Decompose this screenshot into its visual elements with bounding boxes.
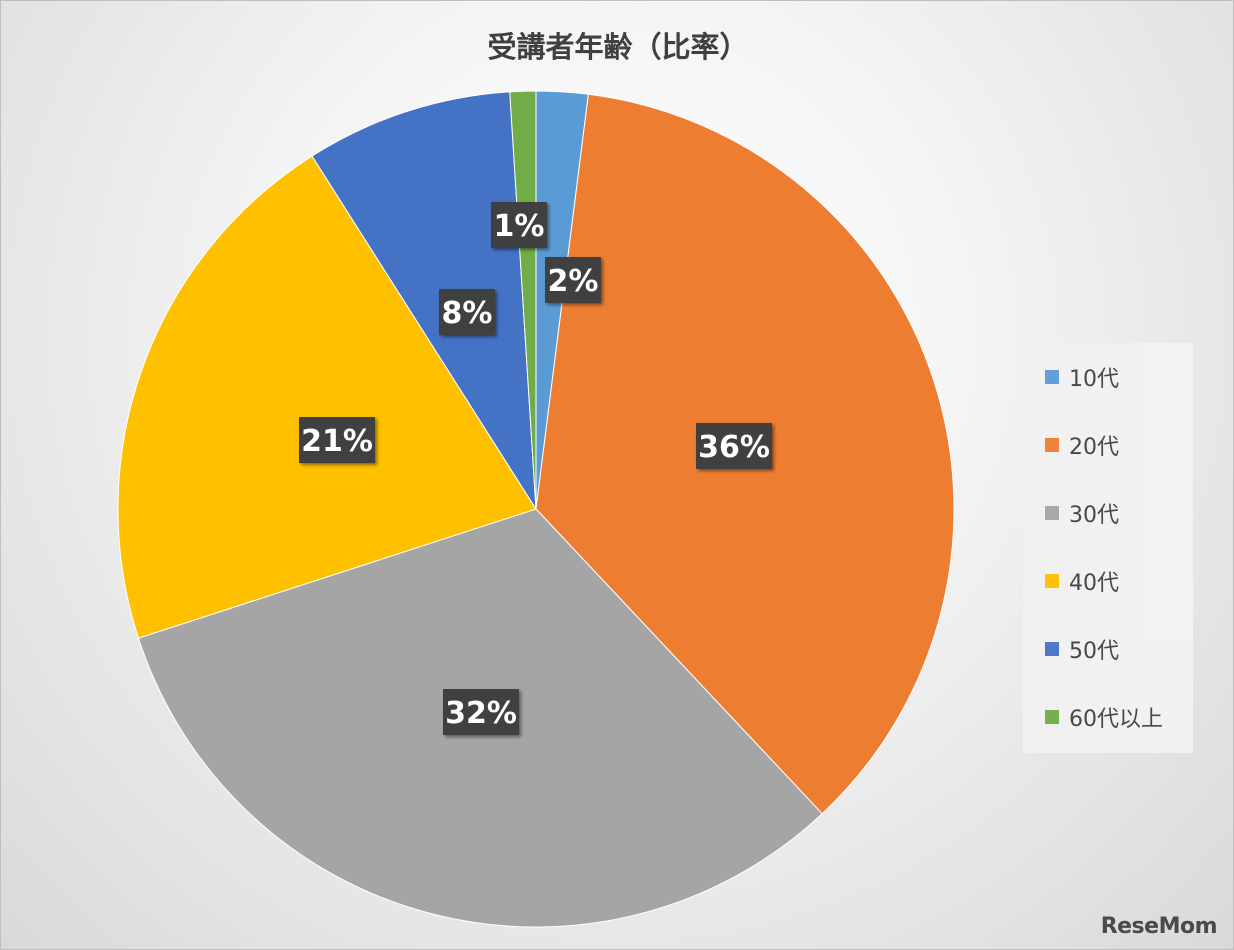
- legend-swatch: [1045, 574, 1059, 588]
- data-label-2: 36%: [696, 423, 772, 469]
- legend-swatch: [1045, 370, 1059, 384]
- legend-item: 20代: [1045, 433, 1119, 460]
- data-label-6: 1%: [491, 202, 547, 248]
- data-label-box: [299, 417, 375, 463]
- legend-label: 60代以上: [1069, 707, 1163, 732]
- legend-swatch: [1045, 710, 1059, 724]
- legend-label: 50代: [1069, 639, 1119, 664]
- legend-swatch: [1045, 438, 1059, 452]
- data-label-text: 1%: [494, 209, 545, 244]
- legend: 10代 20代 30代 40代 50代 60代以上: [1023, 343, 1193, 753]
- data-label-text: 21%: [301, 424, 373, 459]
- data-label-5: 8%: [439, 289, 495, 335]
- pie-data-labels: 2% 36% 32% 21% 8% 1%: [299, 202, 772, 735]
- data-label-box: [491, 202, 547, 248]
- data-label-3: 32%: [443, 689, 519, 735]
- data-label-text: 32%: [445, 696, 517, 731]
- pie-slice-5: [311, 91, 537, 510]
- legend-label: 30代: [1069, 503, 1119, 528]
- chart-title: 受講者年齢（比率）: [487, 30, 748, 64]
- legend-swatch: [1045, 506, 1059, 520]
- legend-item: 50代: [1045, 637, 1119, 664]
- data-label-box: [439, 289, 495, 335]
- pie-slice-4: [117, 155, 537, 639]
- legend-label: 40代: [1069, 571, 1119, 596]
- data-label-4: 21%: [299, 417, 375, 463]
- legend-label: 10代: [1069, 367, 1119, 392]
- data-label-box: [443, 689, 519, 735]
- data-label-text: 2%: [548, 264, 599, 299]
- legend-item: 30代: [1045, 501, 1119, 528]
- legend-item: 60代以上: [1045, 705, 1163, 732]
- data-label-text: 8%: [442, 296, 493, 331]
- legend-label: 20代: [1069, 435, 1119, 460]
- legend-item: 40代: [1045, 569, 1119, 596]
- legend-swatch: [1045, 642, 1059, 656]
- data-label-1: 2%: [545, 257, 601, 303]
- legend-item: 10代: [1045, 365, 1119, 392]
- data-label-box: [545, 257, 601, 303]
- data-label-text: 36%: [698, 430, 770, 465]
- watermark-logo: ReseMom: [1100, 914, 1218, 939]
- data-label-box: [696, 423, 772, 469]
- pie-slice-6: [509, 90, 537, 510]
